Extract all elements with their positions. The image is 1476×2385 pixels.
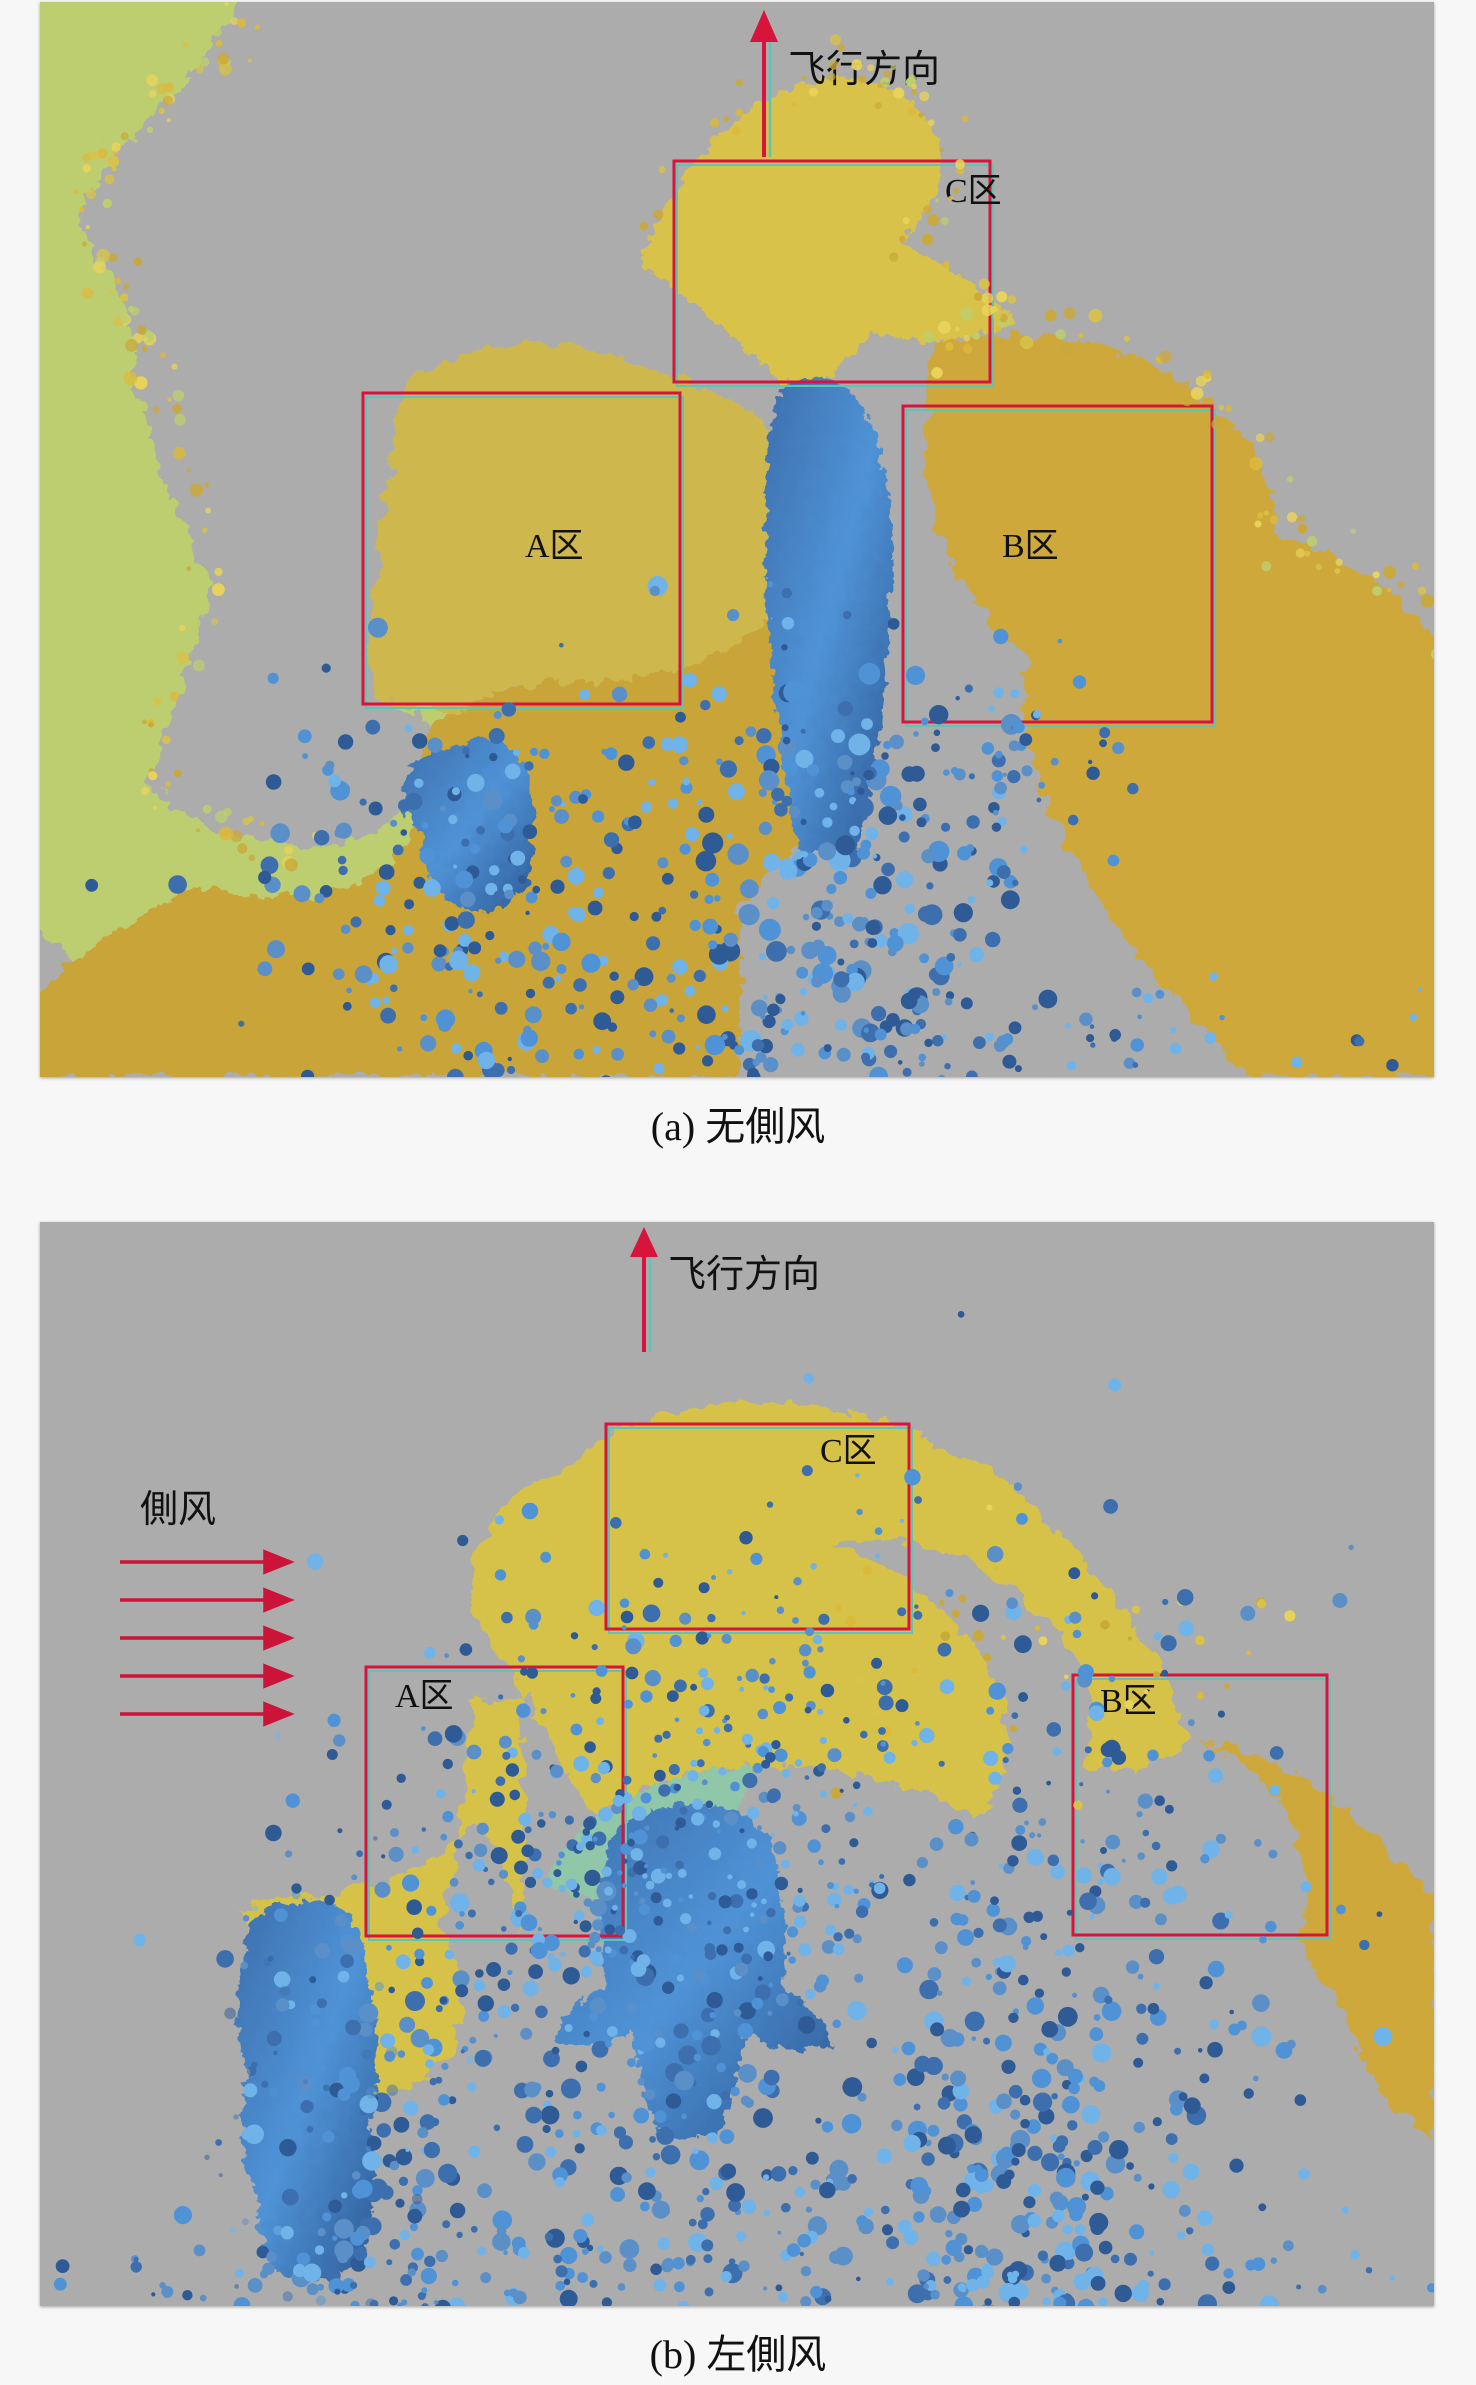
svg-text:側风: 側风: [140, 1489, 216, 1531]
svg-text:B区: B区: [1002, 528, 1059, 565]
svg-text:C区: C区: [820, 1433, 877, 1470]
svg-text:A区: A区: [395, 1678, 454, 1715]
svg-text:飞行方向: 飞行方向: [788, 49, 940, 91]
svg-text:A区: A区: [525, 528, 584, 565]
svg-text:飞行方向: 飞行方向: [668, 1254, 820, 1296]
svg-text:C区: C区: [945, 173, 1002, 210]
